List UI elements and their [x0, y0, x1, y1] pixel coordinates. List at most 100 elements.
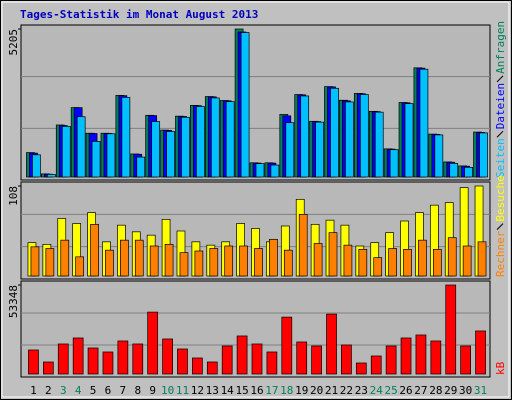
bar: [266, 351, 278, 375]
x-tick-label: 26: [399, 384, 412, 397]
bar: [326, 313, 337, 375]
bar: [254, 248, 263, 277]
bar: [374, 111, 384, 178]
bar: [403, 248, 412, 277]
bar: [330, 87, 339, 178]
x-tick-label: 1: [30, 384, 37, 397]
bar: [192, 357, 203, 375]
bar: [209, 248, 219, 277]
bar: [415, 334, 427, 375]
bar: [479, 132, 488, 178]
x-tick-label: 12: [191, 384, 204, 397]
bar: [285, 122, 295, 178]
bar: [76, 116, 86, 178]
bar: [400, 337, 412, 375]
x-tick-label: 8: [134, 384, 141, 397]
bar: [432, 248, 442, 277]
bar: [373, 257, 383, 277]
bar: [30, 246, 40, 277]
x-tick-label: 14: [221, 384, 235, 397]
bar: [343, 244, 353, 277]
legend-label: Anfragen: [494, 21, 507, 74]
bar: [341, 344, 352, 375]
x-tick-label: 21: [325, 384, 338, 397]
bar: [179, 252, 189, 277]
bar: [300, 95, 310, 178]
bar: [166, 131, 175, 178]
bar: [419, 68, 429, 178]
bar: [72, 337, 84, 375]
bar: [447, 237, 457, 277]
x-tick-label: 2: [45, 384, 52, 397]
bar: [206, 361, 218, 375]
bar: [475, 330, 486, 375]
bar: [224, 245, 234, 277]
x-tick-label: 23: [355, 384, 368, 397]
x-tick-label: 6: [105, 384, 112, 397]
bar: [236, 335, 248, 375]
bar: [388, 248, 397, 277]
bar: [404, 103, 414, 178]
bar: [385, 345, 397, 375]
x-tick-label: 29: [444, 384, 457, 397]
legend-separator: [496, 75, 504, 83]
bar: [313, 243, 323, 277]
x-tick-label: 24: [370, 384, 384, 397]
bar: [311, 345, 322, 375]
bar: [162, 338, 173, 375]
legend-label: Rechner: [494, 230, 507, 277]
bar: [43, 361, 54, 375]
bar: [464, 166, 473, 178]
bar: [102, 351, 114, 375]
x-tick-label: 17: [265, 384, 278, 397]
bar: [120, 239, 129, 277]
x-tick-label: 31: [474, 384, 487, 397]
bar: [181, 116, 190, 178]
y-tick-label: 5205: [7, 29, 20, 56]
bar: [281, 316, 293, 375]
bar: [270, 164, 280, 178]
x-tick-label: 7: [120, 384, 127, 397]
bar: [283, 249, 293, 277]
x-tick-label: 13: [206, 384, 219, 397]
bar: [418, 239, 427, 277]
bar: [87, 347, 99, 375]
bar: [328, 232, 338, 277]
bar: [434, 134, 444, 178]
bar: [449, 163, 459, 178]
bar: [251, 343, 263, 375]
bar: [45, 248, 55, 277]
bar: [196, 106, 205, 178]
bar: [164, 243, 174, 277]
bar: [75, 256, 85, 277]
legend-separator: [496, 223, 504, 230]
bar: [370, 355, 382, 375]
bar: [389, 149, 399, 178]
legend-label: Besuche: [494, 175, 507, 221]
x-tick-label: 19: [295, 384, 308, 397]
bar: [358, 248, 368, 277]
x-tick-label: 28: [429, 384, 442, 397]
bar: [60, 239, 70, 277]
x-tick-label: 20: [310, 384, 323, 397]
bar: [355, 362, 367, 375]
x-tick-label: 25: [385, 384, 398, 397]
bar: [462, 245, 472, 277]
bar: [177, 348, 188, 375]
bar: [91, 141, 101, 178]
x-tick-label: 16: [250, 384, 263, 397]
bar: [147, 311, 159, 375]
bar: [296, 341, 308, 375]
bar: [151, 121, 161, 178]
x-tick-label: 15: [235, 384, 248, 397]
bar: [345, 101, 354, 178]
bar: [255, 163, 265, 178]
x-tick-label: 5: [90, 384, 97, 397]
legend-label: Dateien: [494, 83, 507, 129]
y-tick-label: 108: [7, 186, 20, 206]
legend-label: Seiten: [494, 138, 507, 178]
bar: [132, 343, 144, 375]
